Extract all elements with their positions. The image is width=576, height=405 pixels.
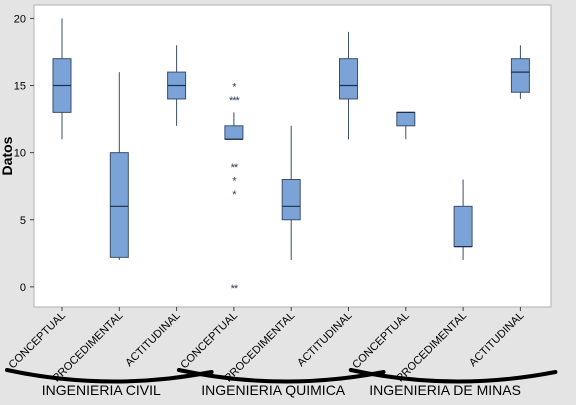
box-series: ********** — [52, 18, 530, 311]
box-6 — [339, 31, 358, 311]
outlier-marker: * — [232, 82, 237, 94]
box-7 — [396, 111, 416, 311]
group-2: INGENIERIA QUIMICA — [176, 368, 386, 398]
y-axis-label: Datos — [0, 136, 15, 175]
y-tick-label: 5 — [20, 215, 26, 227]
group-bracket — [176, 368, 386, 384]
x-tick-label: ACTITUDINAL — [295, 310, 354, 369]
box-1 — [52, 18, 72, 311]
box-iqr — [224, 125, 244, 140]
x-tick-label: CONCEPTUAL — [6, 310, 68, 372]
x-tick-label: ACTITUDINAL — [467, 310, 526, 369]
box-iqr — [453, 205, 473, 248]
box-5 — [281, 125, 301, 311]
y-tick-label: 0 — [20, 282, 26, 294]
outlier-marker: ** — [231, 162, 239, 174]
group-bracket — [5, 368, 214, 384]
outlier-marker: * — [232, 175, 237, 187]
group-3: INGENIERIA DE MINAS — [348, 368, 558, 398]
box-iqr — [396, 111, 416, 127]
box-iqr — [339, 58, 358, 100]
outlier-marker: ** — [231, 283, 239, 295]
group-labels: INGENIERIA CIVIL INGENIERIA QUIMICA INGENI… — [5, 368, 558, 398]
x-axis-tick-labels: CONCEPTUALPROCEDIMENTALACTITUDINALCONCEP… — [6, 310, 526, 385]
box-8 — [453, 179, 473, 311]
group-bracket — [348, 368, 558, 384]
x-tick-label: CONCEPTUAL — [350, 310, 412, 372]
group-label: INGENIERIA DE MINAS — [369, 382, 521, 398]
y-tick-label: 10 — [14, 148, 26, 160]
box-2 — [109, 72, 129, 311]
box-iqr — [510, 58, 530, 93]
y-tick-label: 15 — [14, 81, 26, 93]
box-iqr — [281, 178, 301, 221]
group-label: INGENIERIA QUIMICA — [201, 382, 346, 398]
group-label: INGENIERIA CIVIL — [42, 382, 161, 398]
outlier-marker: * — [232, 189, 237, 201]
box-iqr — [109, 152, 129, 258]
x-tick-label: CONCEPTUAL — [178, 310, 240, 372]
x-tick-label: ACTITUDINAL — [123, 310, 182, 369]
outlier-marker: *** — [229, 95, 241, 107]
group-1: INGENIERIA CIVIL — [5, 368, 214, 398]
box-3 — [167, 45, 187, 311]
box-9 — [510, 45, 530, 311]
box-4: ********** — [224, 82, 244, 311]
y-tick-label: 20 — [14, 13, 26, 25]
y-axis: 0 5 10 15 20 — [14, 13, 34, 294]
